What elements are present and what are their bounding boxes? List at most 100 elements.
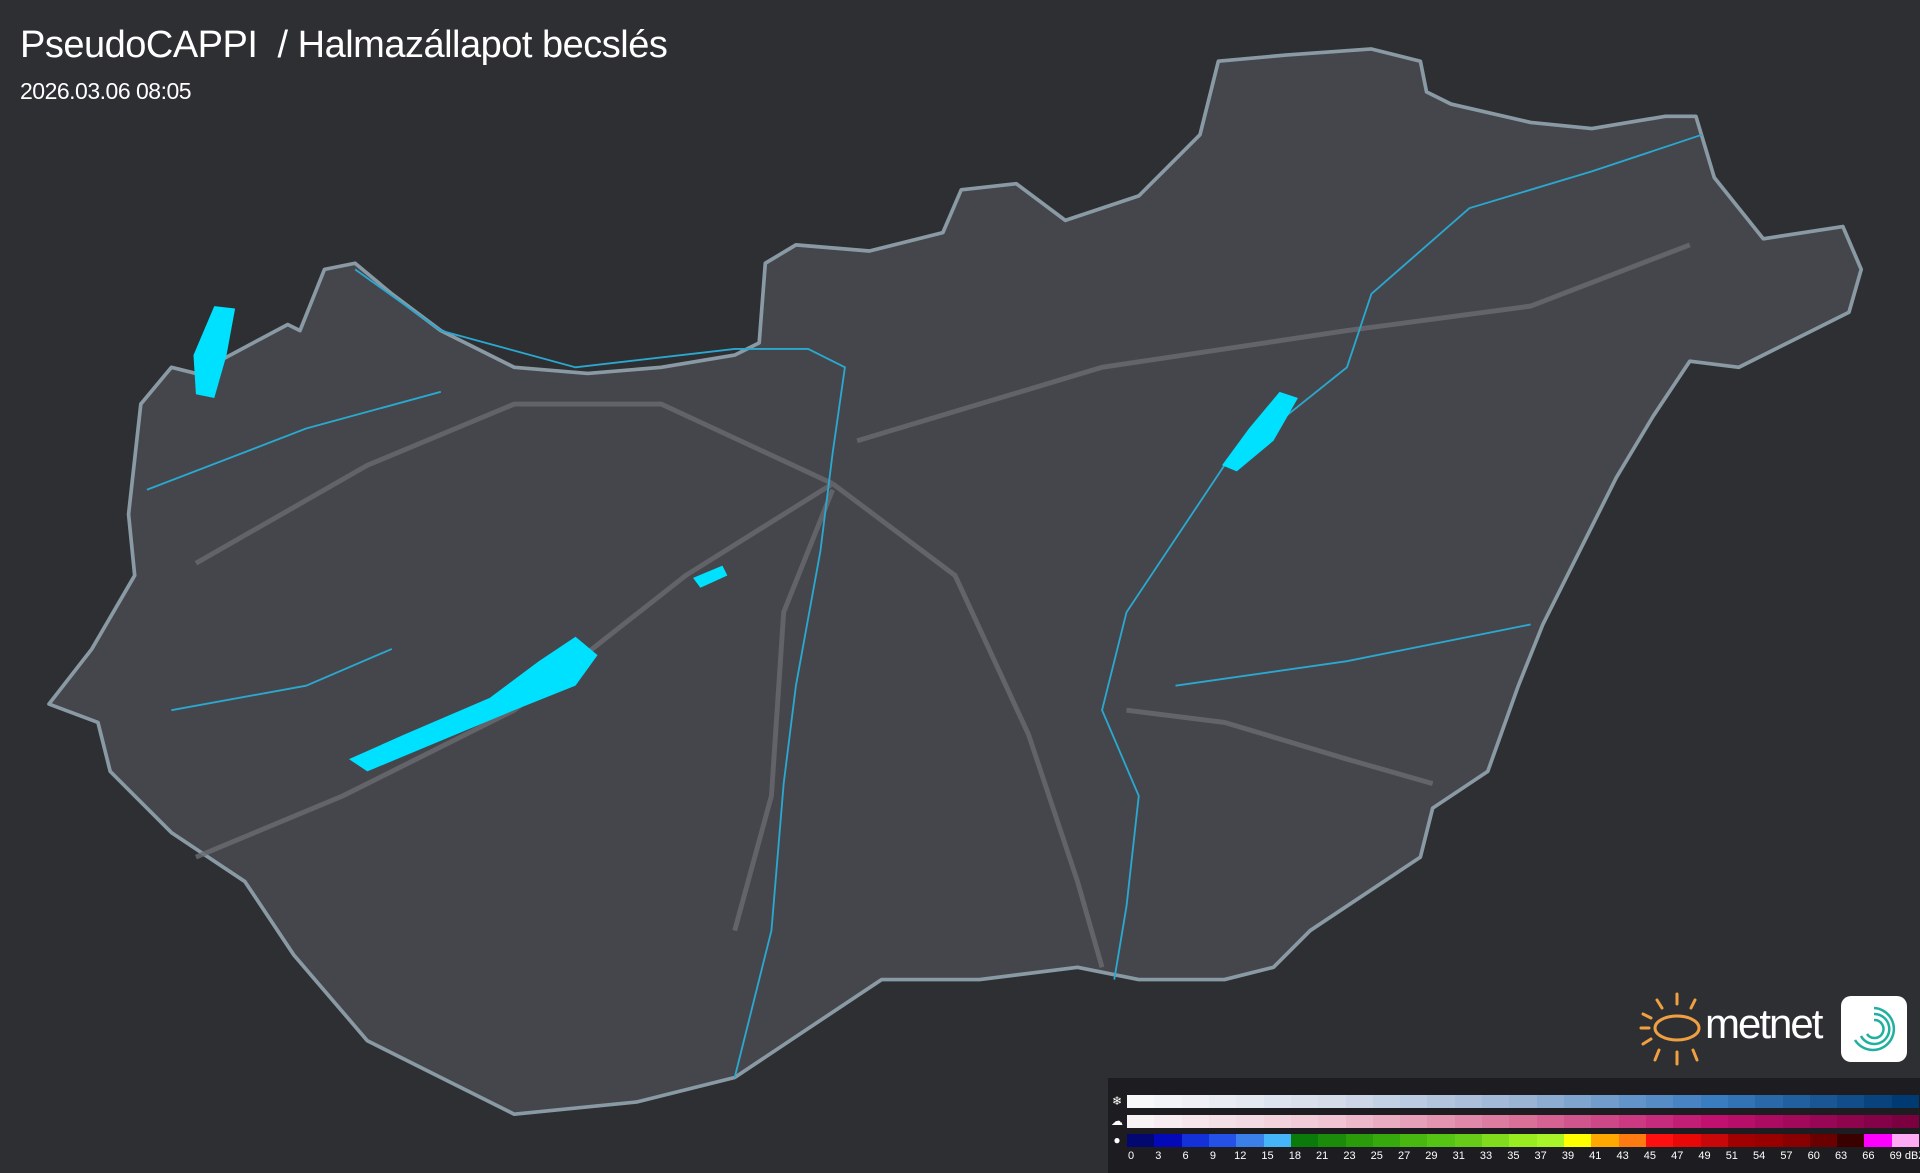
scale-swatch bbox=[1755, 1095, 1783, 1108]
scale-label: 31 bbox=[1452, 1150, 1465, 1162]
scale-label: 41 bbox=[1589, 1150, 1602, 1162]
scale-swatch bbox=[1864, 1115, 1892, 1128]
scale-swatch bbox=[1154, 1115, 1182, 1128]
scale-swatch bbox=[1700, 1095, 1728, 1108]
scale-swatch bbox=[1809, 1095, 1838, 1108]
reflectivity-legend: ❄ ☁ ● 0 3 6 9 12 15 18 21 23 25 27 29 31 33 35 37 39 41 43… bbox=[1108, 1078, 1920, 1173]
scale-swatch bbox=[1127, 1134, 1155, 1147]
scale-label: 45 bbox=[1643, 1150, 1657, 1162]
scale-swatch bbox=[1372, 1095, 1401, 1108]
scale-label: 23 bbox=[1343, 1150, 1356, 1162]
scale-swatch bbox=[1318, 1115, 1346, 1128]
scale-label: 29 bbox=[1425, 1150, 1438, 1162]
scale-swatch bbox=[1564, 1095, 1592, 1108]
scale-swatch bbox=[1482, 1115, 1510, 1128]
scale-swatch bbox=[1263, 1134, 1291, 1147]
scale-swatch bbox=[1891, 1095, 1920, 1108]
scale-label: 21 bbox=[1316, 1150, 1329, 1162]
scale-label: 0 bbox=[1127, 1150, 1135, 1162]
scale-swatch bbox=[1400, 1115, 1428, 1128]
rain-scale-bar bbox=[1127, 1134, 1920, 1147]
scale-swatch bbox=[1345, 1134, 1373, 1147]
scale-swatch bbox=[1345, 1095, 1373, 1108]
scale-swatch bbox=[1809, 1115, 1838, 1128]
scale-swatch bbox=[1127, 1095, 1155, 1108]
scale-swatch bbox=[1891, 1115, 1920, 1128]
scale-swatch bbox=[1181, 1115, 1209, 1128]
scale-label: 47 bbox=[1671, 1150, 1684, 1162]
scale-swatch bbox=[1236, 1115, 1264, 1128]
scale-swatch bbox=[1290, 1115, 1319, 1128]
scale-swatch bbox=[1864, 1095, 1892, 1108]
scale-swatch bbox=[1290, 1095, 1319, 1108]
scale-label: 37 bbox=[1534, 1150, 1547, 1162]
scale-swatch bbox=[1427, 1095, 1455, 1108]
scale-label: 39 bbox=[1561, 1150, 1575, 1162]
scale-swatch bbox=[1236, 1134, 1264, 1147]
raindrop-icon: ● bbox=[1113, 1133, 1121, 1147]
scale-label: 6 bbox=[1182, 1150, 1189, 1162]
scale-swatch bbox=[1454, 1095, 1483, 1108]
scale-swatch bbox=[1154, 1095, 1182, 1108]
scale-swatch bbox=[1809, 1134, 1838, 1147]
metnet-sun-logo bbox=[1639, 992, 1701, 1066]
scale-swatch bbox=[1318, 1095, 1346, 1108]
rivers bbox=[146, 133, 1703, 1078]
scale-swatch bbox=[1345, 1115, 1373, 1128]
scale-swatch bbox=[1837, 1115, 1865, 1128]
scale-swatch bbox=[1454, 1115, 1483, 1128]
scale-swatch bbox=[1454, 1134, 1483, 1147]
hungary-outline bbox=[47, 47, 1864, 1117]
scale-swatch bbox=[1509, 1115, 1537, 1128]
scale-labels: 0 3 6 9 12 15 18 21 23 25 27 29 31 33 35 37 39 41 43 45 47 49… bbox=[1127, 1150, 1920, 1164]
scale-swatch bbox=[1318, 1134, 1346, 1147]
scale-label: 35 bbox=[1507, 1150, 1520, 1162]
scale-swatch bbox=[1645, 1115, 1674, 1128]
scale-swatch bbox=[1236, 1095, 1264, 1108]
scale-label: 60 bbox=[1807, 1150, 1820, 1162]
scale-swatch bbox=[1618, 1115, 1646, 1128]
scale-swatch bbox=[1591, 1115, 1619, 1128]
scale-swatch bbox=[1181, 1134, 1209, 1147]
scale-swatch bbox=[1482, 1134, 1510, 1147]
scale-label: 15 bbox=[1261, 1150, 1274, 1162]
scale-label: 51 bbox=[1725, 1150, 1738, 1162]
scale-swatch bbox=[1263, 1095, 1291, 1108]
scale-swatch bbox=[1127, 1115, 1155, 1128]
scale-swatch bbox=[1645, 1095, 1674, 1108]
scale-swatch bbox=[1837, 1134, 1865, 1147]
scale-label: 49 bbox=[1698, 1150, 1711, 1162]
scale-label: 3 bbox=[1155, 1150, 1162, 1162]
roads bbox=[194, 242, 1691, 968]
scale-swatch bbox=[1564, 1115, 1592, 1128]
app-logo bbox=[1841, 996, 1907, 1062]
scale-label: 25 bbox=[1370, 1150, 1383, 1162]
scale-swatch bbox=[1536, 1095, 1564, 1108]
scale-swatch bbox=[1727, 1115, 1756, 1128]
scale-label: 43 bbox=[1616, 1150, 1629, 1162]
lakes bbox=[193, 306, 1298, 772]
scale-swatch bbox=[1509, 1134, 1537, 1147]
scale-label: 57 bbox=[1780, 1150, 1793, 1162]
scale-swatch bbox=[1208, 1134, 1237, 1147]
mixed-precip-icon: ☁ bbox=[1111, 1114, 1123, 1128]
scale-swatch bbox=[1700, 1134, 1728, 1147]
scale-swatch bbox=[1700, 1115, 1728, 1128]
scale-swatch bbox=[1208, 1095, 1237, 1108]
mixed-scale-bar bbox=[1127, 1115, 1920, 1128]
scale-swatch bbox=[1645, 1134, 1674, 1147]
scale-swatch bbox=[1400, 1095, 1428, 1108]
scale-label: 66 bbox=[1862, 1150, 1875, 1162]
scale-swatch bbox=[1372, 1134, 1401, 1147]
scale-swatch bbox=[1564, 1134, 1592, 1147]
scale-swatch bbox=[1372, 1115, 1401, 1128]
map-title: PseudoCAPPI / Halmazállapot becslés bbox=[20, 24, 668, 66]
scale-swatch bbox=[1891, 1134, 1920, 1147]
scale-swatch bbox=[1755, 1134, 1783, 1147]
scale-swatch bbox=[1727, 1095, 1756, 1108]
scale-swatch bbox=[1727, 1134, 1756, 1147]
scale-swatch bbox=[1591, 1134, 1619, 1147]
lake-tisza bbox=[1222, 391, 1298, 472]
scale-swatch bbox=[1263, 1115, 1291, 1128]
scale-label: 63 bbox=[1834, 1150, 1848, 1162]
